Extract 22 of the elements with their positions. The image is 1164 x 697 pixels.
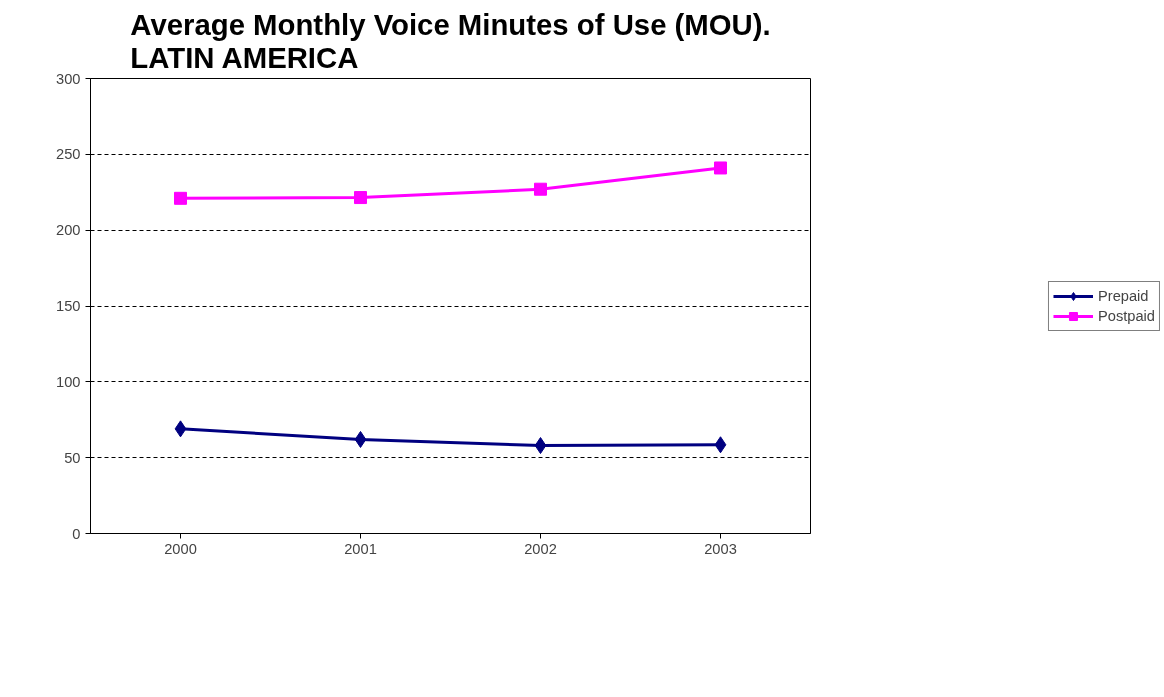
point <box>354 430 367 448</box>
y-tick-label: 100 <box>56 373 81 390</box>
legend-label: Prepaid <box>1097 287 1149 304</box>
y-tick-label: 200 <box>56 222 81 239</box>
point <box>534 182 547 196</box>
x-tick-label: 2001 <box>344 540 377 557</box>
point <box>354 191 367 205</box>
y-tick-label: 50 <box>64 449 81 466</box>
y-tick-label: 250 <box>56 146 81 163</box>
y-tick-label: 0 <box>72 525 81 542</box>
y-tick-label: 150 <box>56 298 81 314</box>
point <box>174 420 187 438</box>
point <box>714 161 727 175</box>
x-tick-label: 2003 <box>704 540 737 557</box>
y-tick-label: 300 <box>56 70 81 87</box>
chart-title: Average Monthly Voice Minutes of Use (MOU). LATIN AMERICA <box>130 7 771 74</box>
x-tick-label: 2000 <box>164 540 197 557</box>
legend-label: Postpaid <box>1097 307 1156 324</box>
point <box>714 436 727 454</box>
point <box>174 191 187 205</box>
x-tick-label: 2002 <box>524 540 557 557</box>
point <box>534 437 547 455</box>
